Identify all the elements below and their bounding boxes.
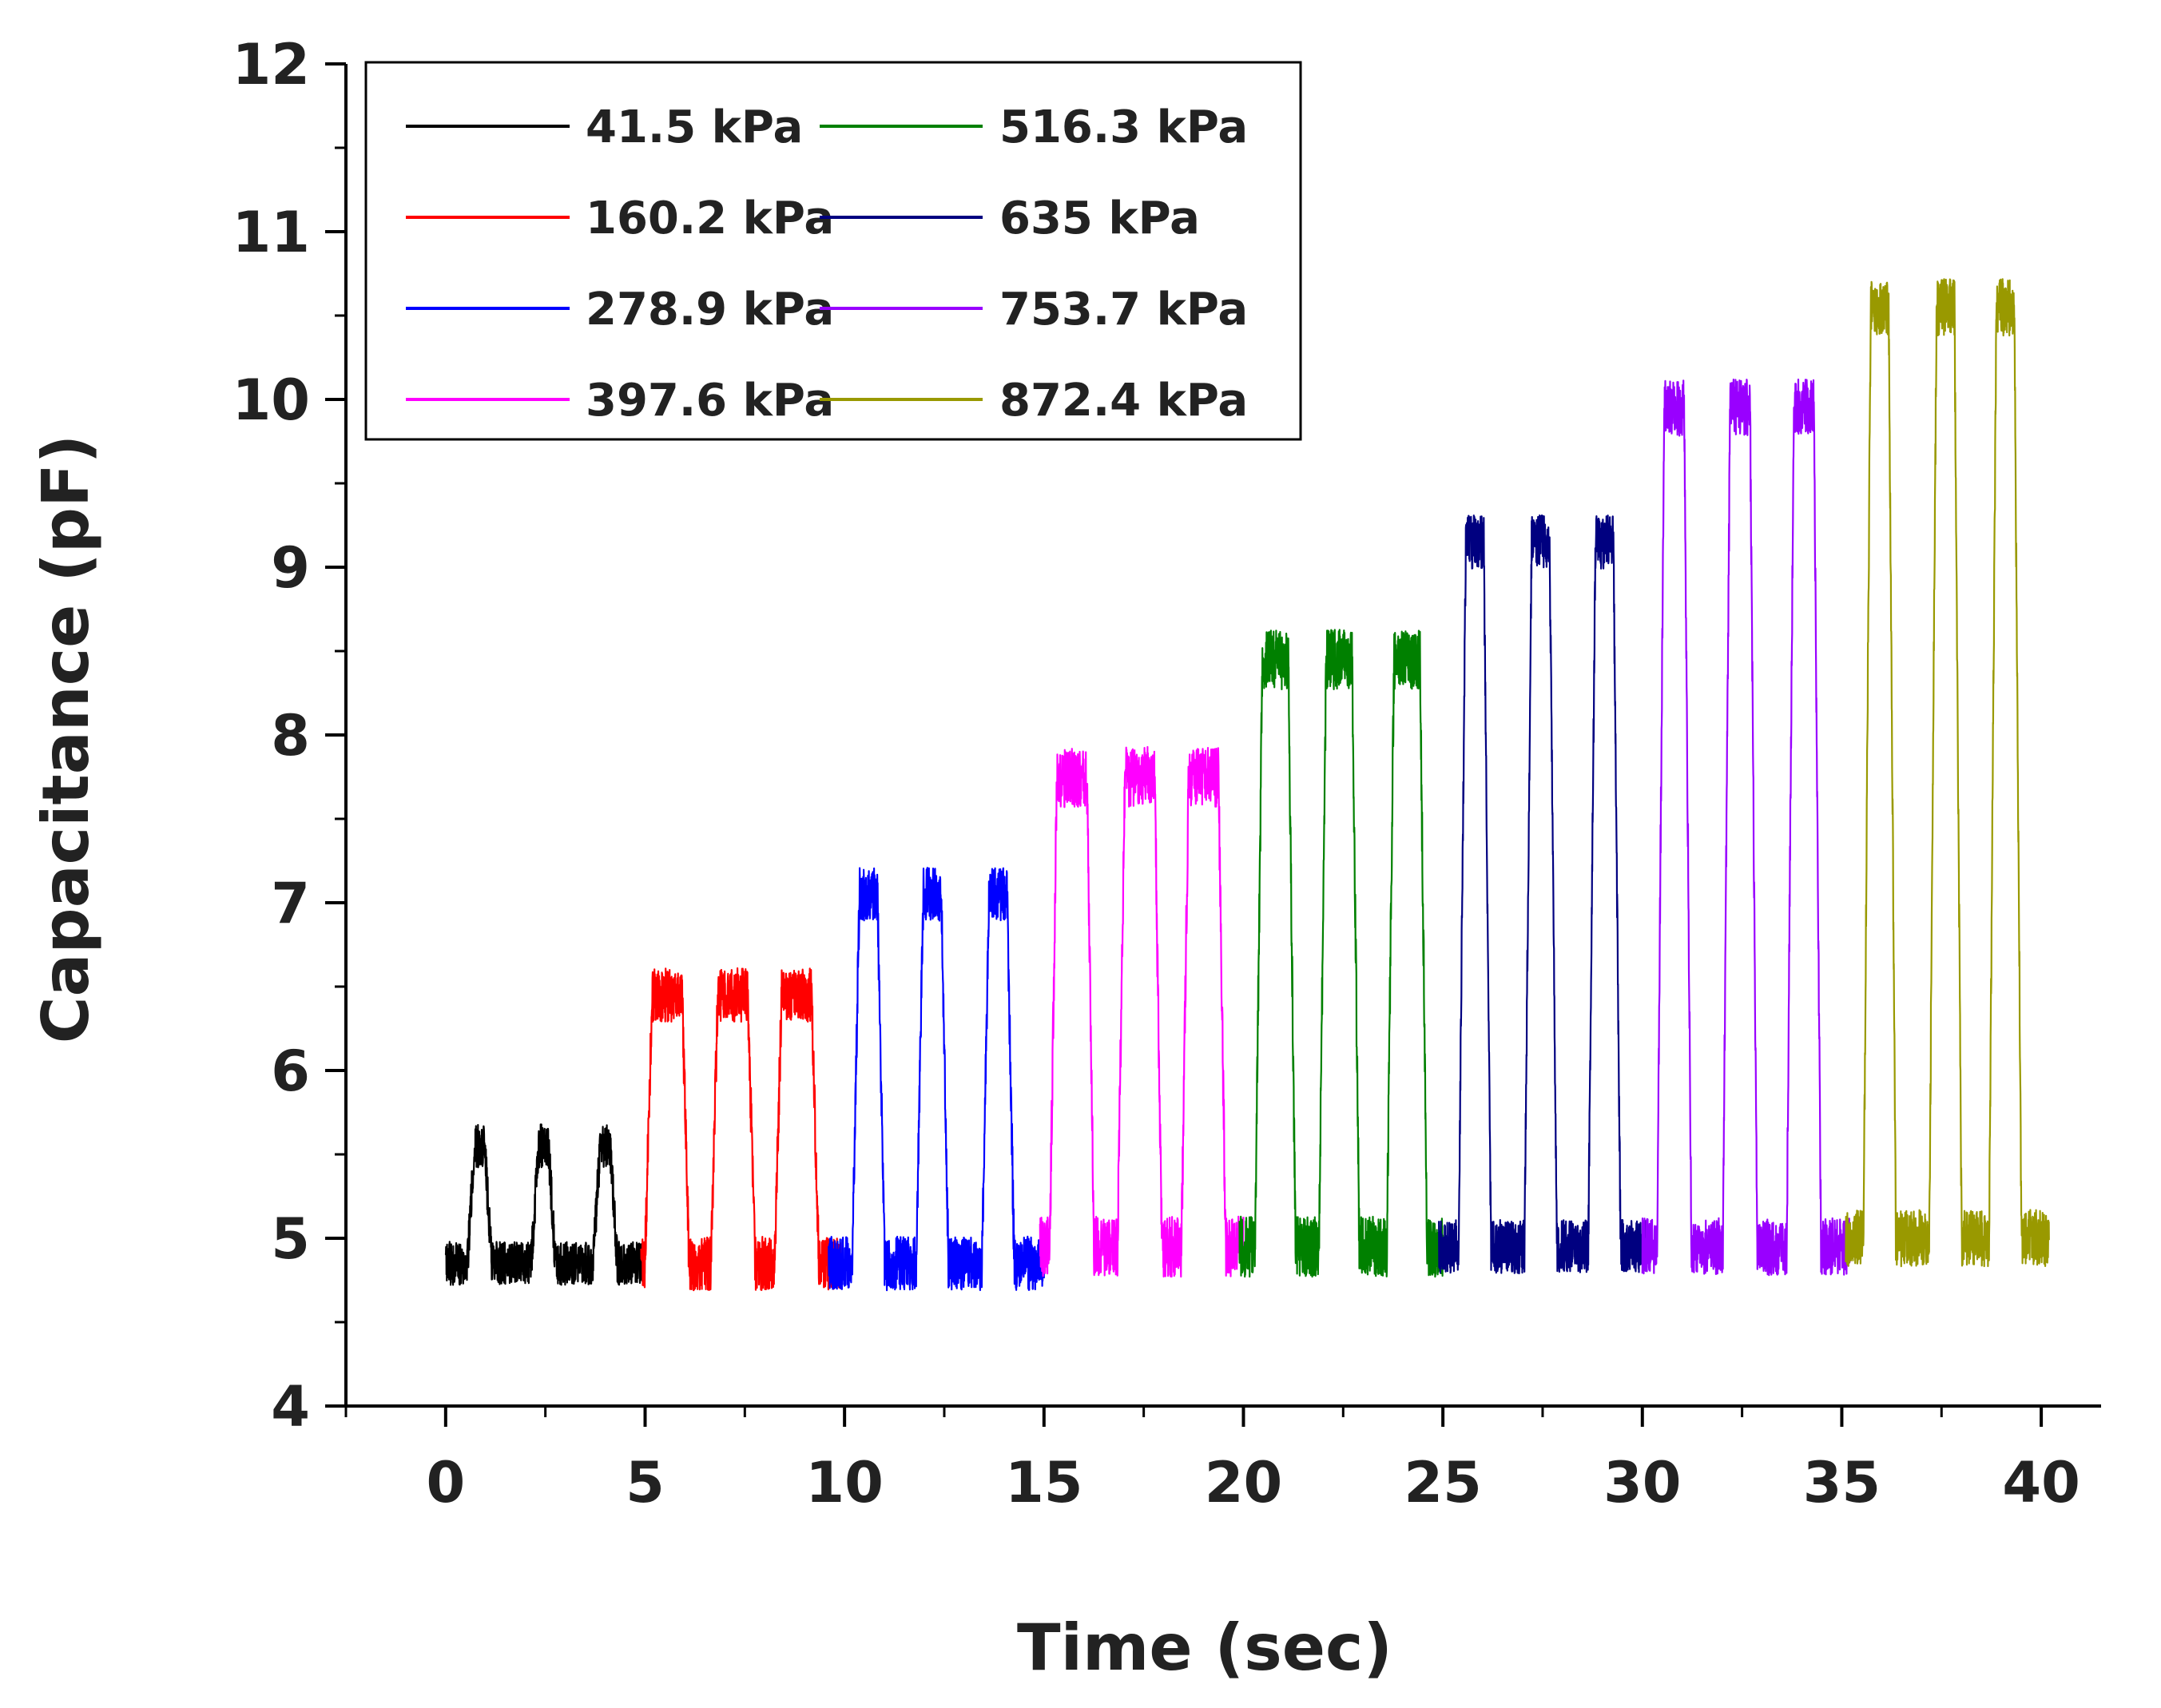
legend-label: 753.7 kPa [999,284,1248,336]
legend: 41.5 kPa 160.2 kPa 278.9 kPa 397.6 kPa 516.3… [364,61,1302,441]
y-tick-label: 9 [271,535,310,601]
series-line-4 [1238,629,1444,1278]
x-tick-label: 5 [626,1450,665,1515]
series-line-3 [1039,745,1245,1278]
x-tick-label: 20 [1205,1450,1282,1515]
series-line-0 [444,1123,646,1286]
series-line-7 [1845,278,2051,1268]
x-axis-title: Time (sec) [1017,1611,1392,1685]
legend-label: 872.4 kPa [999,375,1248,427]
legend-label: 278.9 kPa [586,284,834,336]
x-tick-label: 40 [2002,1450,2080,1515]
x-tick-label: 10 [805,1450,883,1515]
legend-label: 397.6 kPa [586,375,834,427]
y-axis-title: Capacitance (pF) [29,435,103,1044]
y-tick-label: 5 [271,1206,310,1272]
x-tick-label: 30 [1603,1450,1681,1515]
y-tick-label: 7 [271,871,310,936]
x-tick-label: 35 [1803,1450,1881,1515]
y-tick-label: 11 [232,200,310,265]
legend-label: 41.5 kPa [586,101,803,153]
y-tick-label: 12 [232,32,310,97]
series-line-1 [640,967,842,1292]
legend-label: 160.2 kPa [586,193,834,244]
x-tick-label: 25 [1404,1450,1481,1515]
y-tick-label: 10 [232,367,310,433]
x-tick-label: 15 [1005,1450,1082,1515]
legend-label: 516.3 kPa [999,101,1248,153]
y-tick-label: 4 [271,1374,310,1440]
series-line-6 [1641,378,1851,1277]
y-tick-label: 8 [271,703,310,769]
series-line-2 [828,867,1045,1292]
x-tick-label: 0 [426,1450,465,1515]
series-layer [444,278,2051,1292]
series-line-5 [1438,514,1647,1275]
legend-label: 635 kPa [999,193,1200,244]
y-tick-label: 6 [271,1039,310,1104]
axes-layer: 4 5 6 7 8 9 10 11 12 0 5 10 15 20 25 30 35 40 [232,32,2101,1515]
